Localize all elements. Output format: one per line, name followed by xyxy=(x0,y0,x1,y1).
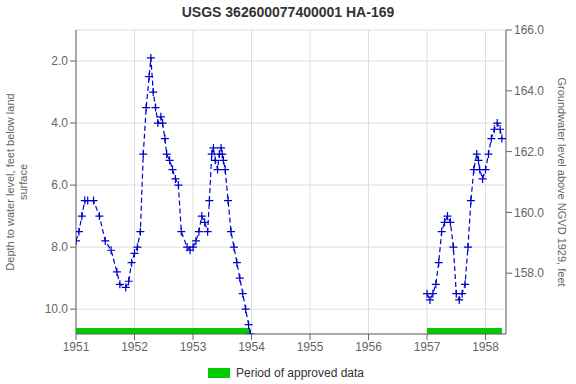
svg-text:6.0: 6.0 xyxy=(51,178,68,192)
svg-text:166.0: 166.0 xyxy=(514,24,544,37)
svg-text:Groundwater level above NGVD 1: Groundwater level above NGVD 1929, feet xyxy=(556,77,568,286)
svg-text:2.0: 2.0 xyxy=(51,54,68,68)
svg-text:164.0: 164.0 xyxy=(514,84,544,98)
svg-text:162.0: 162.0 xyxy=(514,145,544,159)
svg-text:Depth to water level, feet bel: Depth to water level, feet below landsur… xyxy=(8,93,29,270)
svg-text:1955: 1955 xyxy=(297,340,324,354)
svg-text:1952: 1952 xyxy=(121,340,148,354)
svg-text:1957: 1957 xyxy=(414,340,441,354)
svg-text:8.0: 8.0 xyxy=(51,240,68,254)
svg-text:1956: 1956 xyxy=(355,340,382,354)
svg-text:10.0: 10.0 xyxy=(45,302,69,316)
svg-text:1951: 1951 xyxy=(63,340,90,354)
html-text:Period of approved data: Period of approved data xyxy=(236,366,364,380)
svg-text:1954: 1954 xyxy=(238,340,265,354)
svg-text:160.0: 160.0 xyxy=(514,206,544,220)
svg-text:1953: 1953 xyxy=(180,340,207,354)
html-text:USGS 362600077400001 HA-169: USGS 362600077400001 HA-169 xyxy=(181,4,395,20)
svg-text:1958: 1958 xyxy=(472,340,499,354)
svg-text:158.0: 158.0 xyxy=(514,266,544,280)
svg-text:4.0: 4.0 xyxy=(51,116,68,130)
